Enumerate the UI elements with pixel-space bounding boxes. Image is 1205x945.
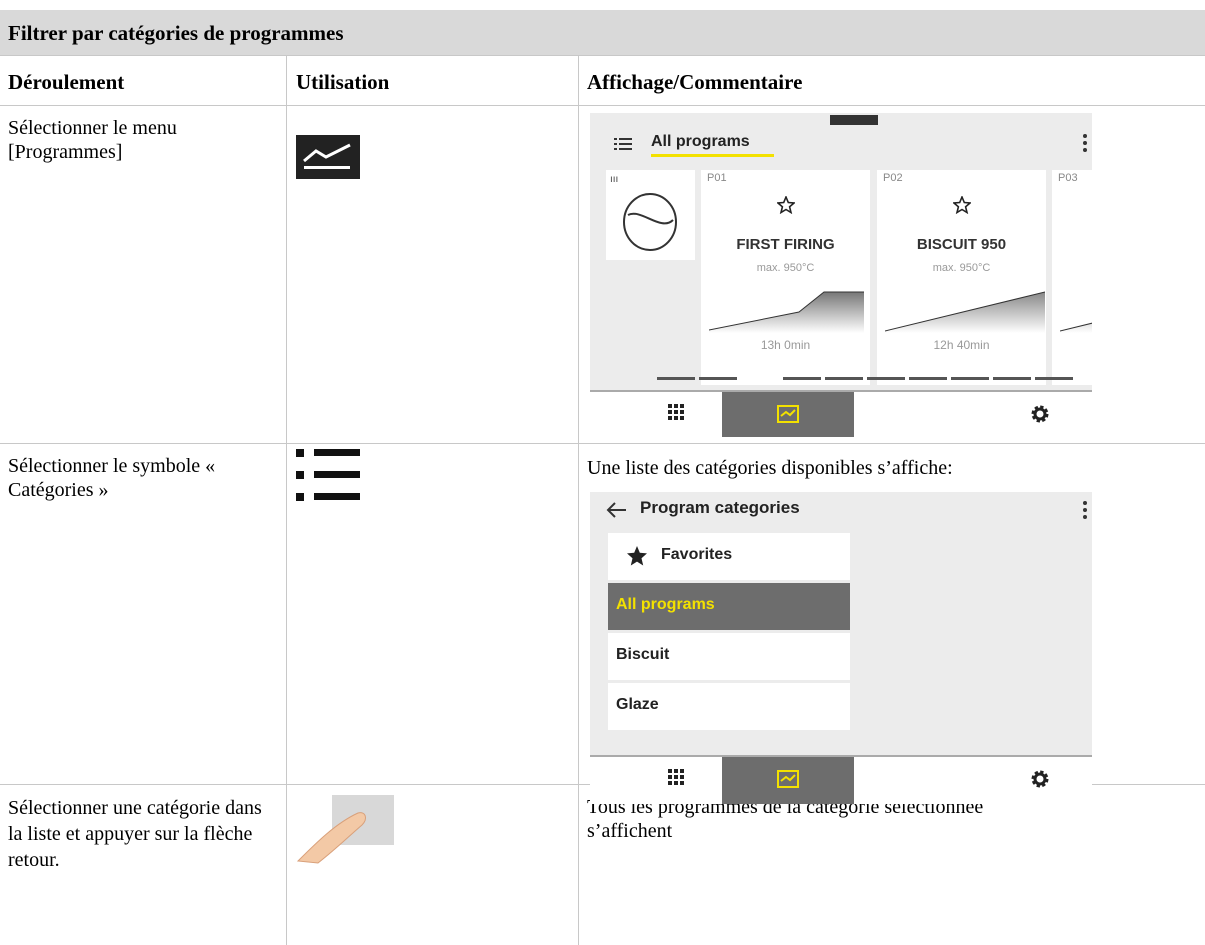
- category-label: Biscuit: [616, 646, 670, 663]
- program-duration: 12h 40min: [933, 338, 990, 352]
- col-border: [578, 55, 579, 945]
- row-border: [0, 105, 1205, 106]
- finger-icon: [296, 795, 394, 864]
- separator: [590, 755, 1092, 757]
- program-card: P02 BISCUIT 950 max. 950°C 12h 40min: [877, 170, 1046, 385]
- program-duration: 13h 0min: [760, 338, 811, 352]
- program-id: P01: [707, 172, 727, 184]
- programs-tab: [722, 392, 854, 437]
- categories-icon: [296, 449, 360, 501]
- apps-icon: [668, 769, 684, 790]
- screen-categories: Program categories Favorites All programs…: [590, 492, 1092, 804]
- back-arrow: [606, 502, 626, 518]
- program-name: BISCUIT 950: [916, 236, 1007, 253]
- program-id: P02: [883, 172, 903, 184]
- page-dot: [825, 377, 863, 380]
- page-dot: [699, 377, 737, 380]
- program-id: P03: [1058, 172, 1078, 184]
- category-item: Biscuit: [608, 633, 850, 680]
- screen-title: All programs: [651, 133, 750, 150]
- program-max: max. 950°C: [932, 262, 991, 274]
- row-border: [0, 443, 1205, 444]
- kebab: [1083, 501, 1087, 519]
- screen-programs: All programs ııı P01 FIRST FIRING max. 950…: [590, 113, 1092, 437]
- category-item: Glaze: [608, 683, 850, 730]
- apps-icon: [668, 404, 684, 425]
- category-item: Favorites: [608, 533, 850, 580]
- favorite-star: [626, 545, 648, 572]
- column-header: Utilisation: [296, 70, 390, 94]
- category-item: All programs: [608, 583, 850, 630]
- kebab: [1083, 134, 1087, 152]
- program-curve: [884, 288, 1046, 338]
- page-dot: [657, 377, 695, 380]
- menu-icon: [614, 138, 632, 150]
- program-name: GLAZE: [1052, 236, 1092, 253]
- program-card: P03 GLAZE: [1052, 170, 1092, 385]
- step-text: Sélectionner le menu [Programmes]: [8, 117, 177, 163]
- title-underline: [651, 154, 774, 157]
- step-text: Sélectionner le symbole « Catégories »: [8, 455, 216, 501]
- settings-icon: [1030, 404, 1050, 429]
- col-border: [286, 55, 287, 945]
- page-dot: [951, 377, 989, 380]
- category-label: Glaze: [616, 696, 659, 713]
- category-label: Favorites: [661, 546, 733, 563]
- favorite-star: [952, 194, 972, 219]
- title-bar: [0, 10, 1205, 55]
- screen-title: Program categories: [640, 498, 800, 517]
- page-dot: [783, 377, 821, 380]
- program-curve: [1059, 288, 1092, 338]
- page-dot: [867, 377, 905, 380]
- program-curve: [708, 288, 864, 338]
- separator: [590, 390, 1092, 392]
- step-text: Sélectionner une catégorie dans la liste…: [8, 797, 262, 871]
- category-label: All programs: [616, 596, 715, 613]
- settings-icon: [1030, 769, 1050, 794]
- table-title: Filtrer par catégories de programmes: [8, 21, 344, 45]
- page-dot: [741, 377, 779, 380]
- programs-icon: [296, 135, 360, 179]
- favorite-star: [776, 194, 796, 219]
- page-dot: [909, 377, 947, 380]
- page-dot: [993, 377, 1031, 380]
- row-border: [0, 55, 1205, 56]
- column-header: Déroulement: [8, 70, 125, 94]
- comment-text: Une liste des catégories disponibles s’a…: [587, 457, 953, 479]
- tab: [830, 115, 878, 125]
- page-dot: [1035, 377, 1073, 380]
- svg-text:ııı: ııı: [610, 174, 618, 185]
- program-card: P01 FIRST FIRING max. 950°C 13h 0min: [701, 170, 870, 385]
- column-header: Affichage/Commentaire: [587, 70, 803, 94]
- program-name: FIRST FIRING: [736, 236, 835, 253]
- image-card: ııı: [606, 170, 695, 260]
- programs-tab: [722, 757, 854, 804]
- program-max: max. 950°C: [756, 262, 815, 274]
